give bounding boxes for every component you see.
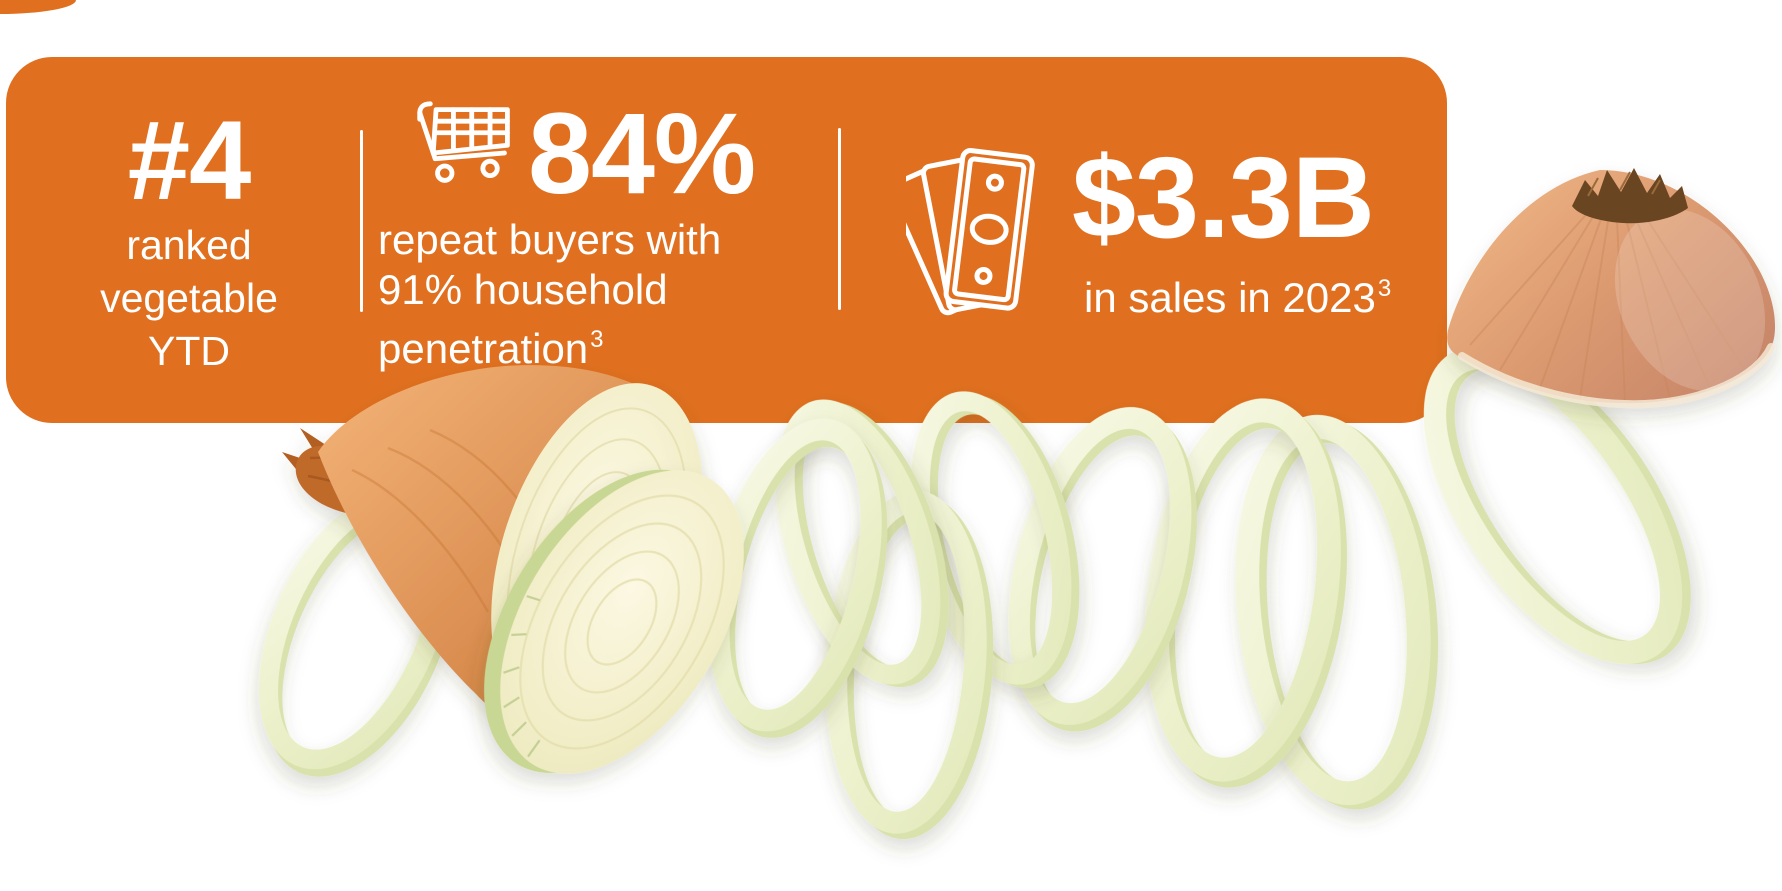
onion-ring-image	[1008, 407, 1197, 732]
rank-desc-line-2: vegetable	[100, 275, 278, 321]
buyers-desc-line-2: 91% household	[378, 266, 668, 313]
onion-ring-image	[825, 490, 994, 840]
onion-ring-image	[1145, 398, 1348, 788]
buyers-stat-description: repeat buyers with 91% household penetra…	[378, 215, 721, 374]
stat-divider-1	[360, 130, 363, 312]
onion-ring-image	[258, 490, 456, 777]
stat-divider-2	[838, 128, 841, 310]
money-bills-icon	[887, 139, 1056, 339]
sales-stat-description: in sales in 20233	[1084, 274, 1392, 321]
rank-stat-value: #4	[127, 98, 252, 223]
top-left-accent-shape	[0, 0, 76, 14]
rank-stat-description: ranked vegetable YTD	[24, 219, 354, 378]
shopping-cart-icon	[412, 97, 518, 207]
rank-desc-line-3: YTD	[148, 328, 230, 374]
buyers-stat-value: 84%	[528, 90, 756, 218]
onion-slice-image	[484, 469, 744, 774]
rank-desc-line-1: ranked	[126, 222, 252, 268]
onion-ring-image	[708, 418, 888, 738]
right-onion-image	[1447, 168, 1776, 409]
sales-stat-value: $3.3B	[1072, 134, 1375, 262]
stats-banner: #4 ranked vegetable YTD 84% rep	[6, 57, 1447, 423]
onion-ring-image	[1235, 414, 1439, 810]
buyers-desc-line-1: repeat buyers with	[378, 216, 722, 263]
onion-ring-image	[775, 399, 949, 688]
buyers-footnote: 3	[590, 326, 604, 353]
sales-footnote: 3	[1377, 275, 1392, 302]
buyers-desc-line-3: penetration3	[378, 325, 604, 372]
